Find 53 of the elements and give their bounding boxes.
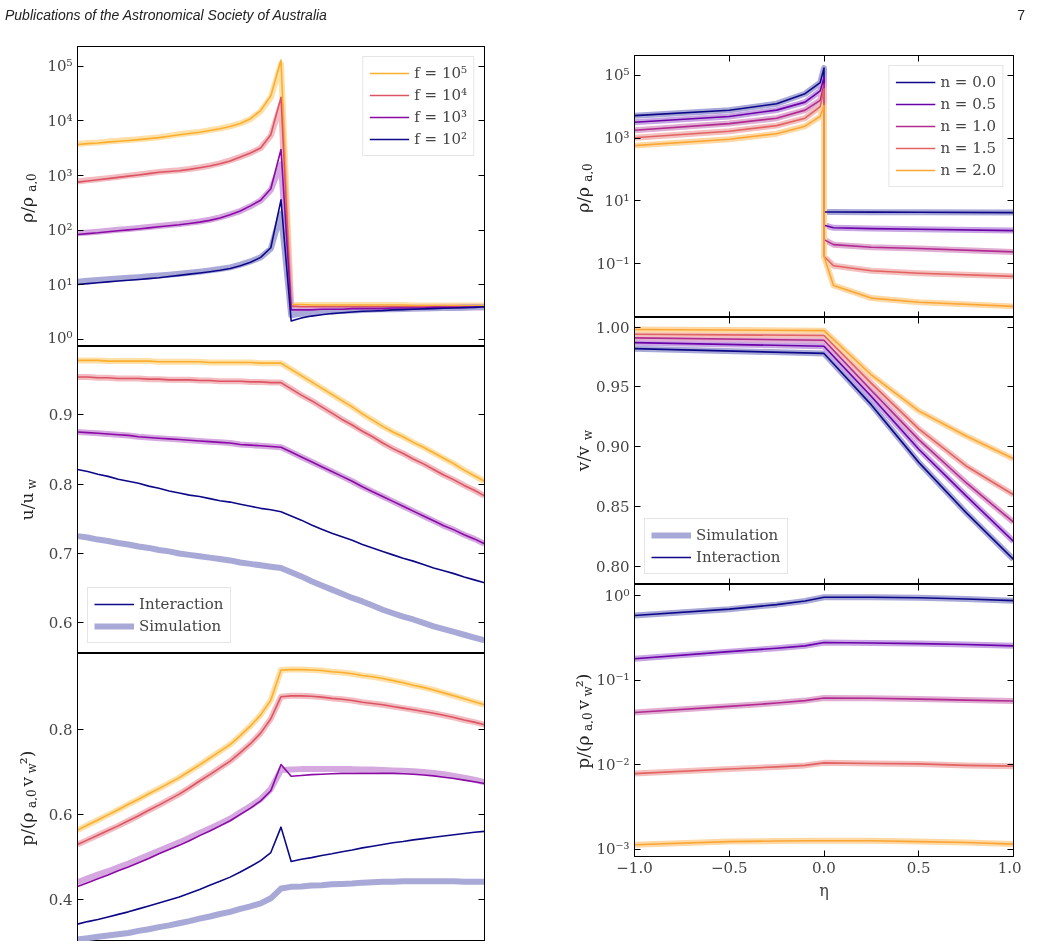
y-tick-label: 0.80 — [596, 558, 630, 577]
legend-label: n = 2.0 — [940, 161, 996, 179]
y-tick-label: 10⁵ — [47, 57, 73, 76]
y-tick-label: 0.8 — [48, 475, 73, 494]
y-tick-label: 0.6 — [48, 805, 73, 824]
x-tick-label: 0.0 — [812, 858, 836, 877]
y-tick-label: 10⁻³ — [596, 840, 630, 859]
y-tick-label: 10¹ — [47, 275, 73, 294]
text: 7 — [1017, 6, 1025, 25]
legend-label: f = 10⁴ — [414, 86, 467, 104]
y-axis-title: p/(ρa,0vw²) — [17, 750, 39, 846]
x-tick-label: 1.0 — [997, 858, 1022, 877]
y-tick-label: 10³ — [604, 129, 630, 148]
y-tick-label: 10⁻¹ — [596, 671, 630, 690]
y-tick-label: 10¹ — [604, 191, 630, 210]
legend-label: n = 0.5 — [940, 95, 996, 113]
y-tick-label: 0.7 — [48, 544, 73, 563]
legend-label: Interaction — [696, 548, 781, 566]
y-axis-title: ρ/ρa,0 — [17, 173, 39, 223]
y-tick-label: 0.85 — [596, 498, 630, 517]
y-axis-title: p/(ρa,0vw²) — [573, 673, 595, 769]
y-tick-label: 10³ — [47, 166, 73, 185]
legend-label: n = 0.0 — [940, 73, 996, 91]
y-axis-title: ρ/ρa,0 — [573, 163, 595, 213]
legend-label: f = 10³ — [414, 108, 467, 126]
y-tick-label: 0.9 — [48, 406, 73, 425]
y-tick-label: 10² — [47, 221, 73, 240]
y-axis-title: v/vw — [573, 429, 595, 473]
legend-label: n = 1.0 — [940, 117, 996, 135]
y-tick-label: 0.8 — [48, 721, 73, 740]
y-tick-label: 1.00 — [596, 318, 630, 337]
y-tick-label: 10⁴ — [47, 111, 73, 130]
y-tick-label: 10⁰ — [47, 328, 73, 347]
y-tick-label: 0.90 — [596, 438, 630, 457]
y-tick-label: 10⁻¹ — [596, 254, 630, 273]
legend-label: f = 10² — [414, 130, 467, 148]
y-tick-label: 10⁰ — [604, 586, 630, 605]
legend-label: Simulation — [139, 617, 222, 635]
legend-label: f = 10⁵ — [414, 64, 467, 82]
legend-label: Interaction — [139, 595, 224, 613]
y-tick-label: 0.4 — [48, 890, 73, 909]
text: Publications of the Astronomical Society of Australia — [5, 6, 327, 25]
x-tick-label: −0.5 — [711, 858, 748, 877]
y-tick-label: 10⁵ — [604, 66, 630, 85]
legend-label: Simulation — [696, 526, 779, 544]
legend-label: n = 1.5 — [940, 139, 996, 157]
x-tick-label: −1.0 — [616, 858, 653, 877]
x-tick-label: 0.5 — [906, 858, 931, 877]
y-axis-title: u/uw — [17, 478, 39, 521]
y-tick-label: 0.95 — [596, 378, 630, 397]
y-tick-label: 0.6 — [48, 614, 73, 633]
y-tick-label: 10⁻² — [596, 755, 630, 774]
x-axis-title: η — [819, 880, 829, 900]
